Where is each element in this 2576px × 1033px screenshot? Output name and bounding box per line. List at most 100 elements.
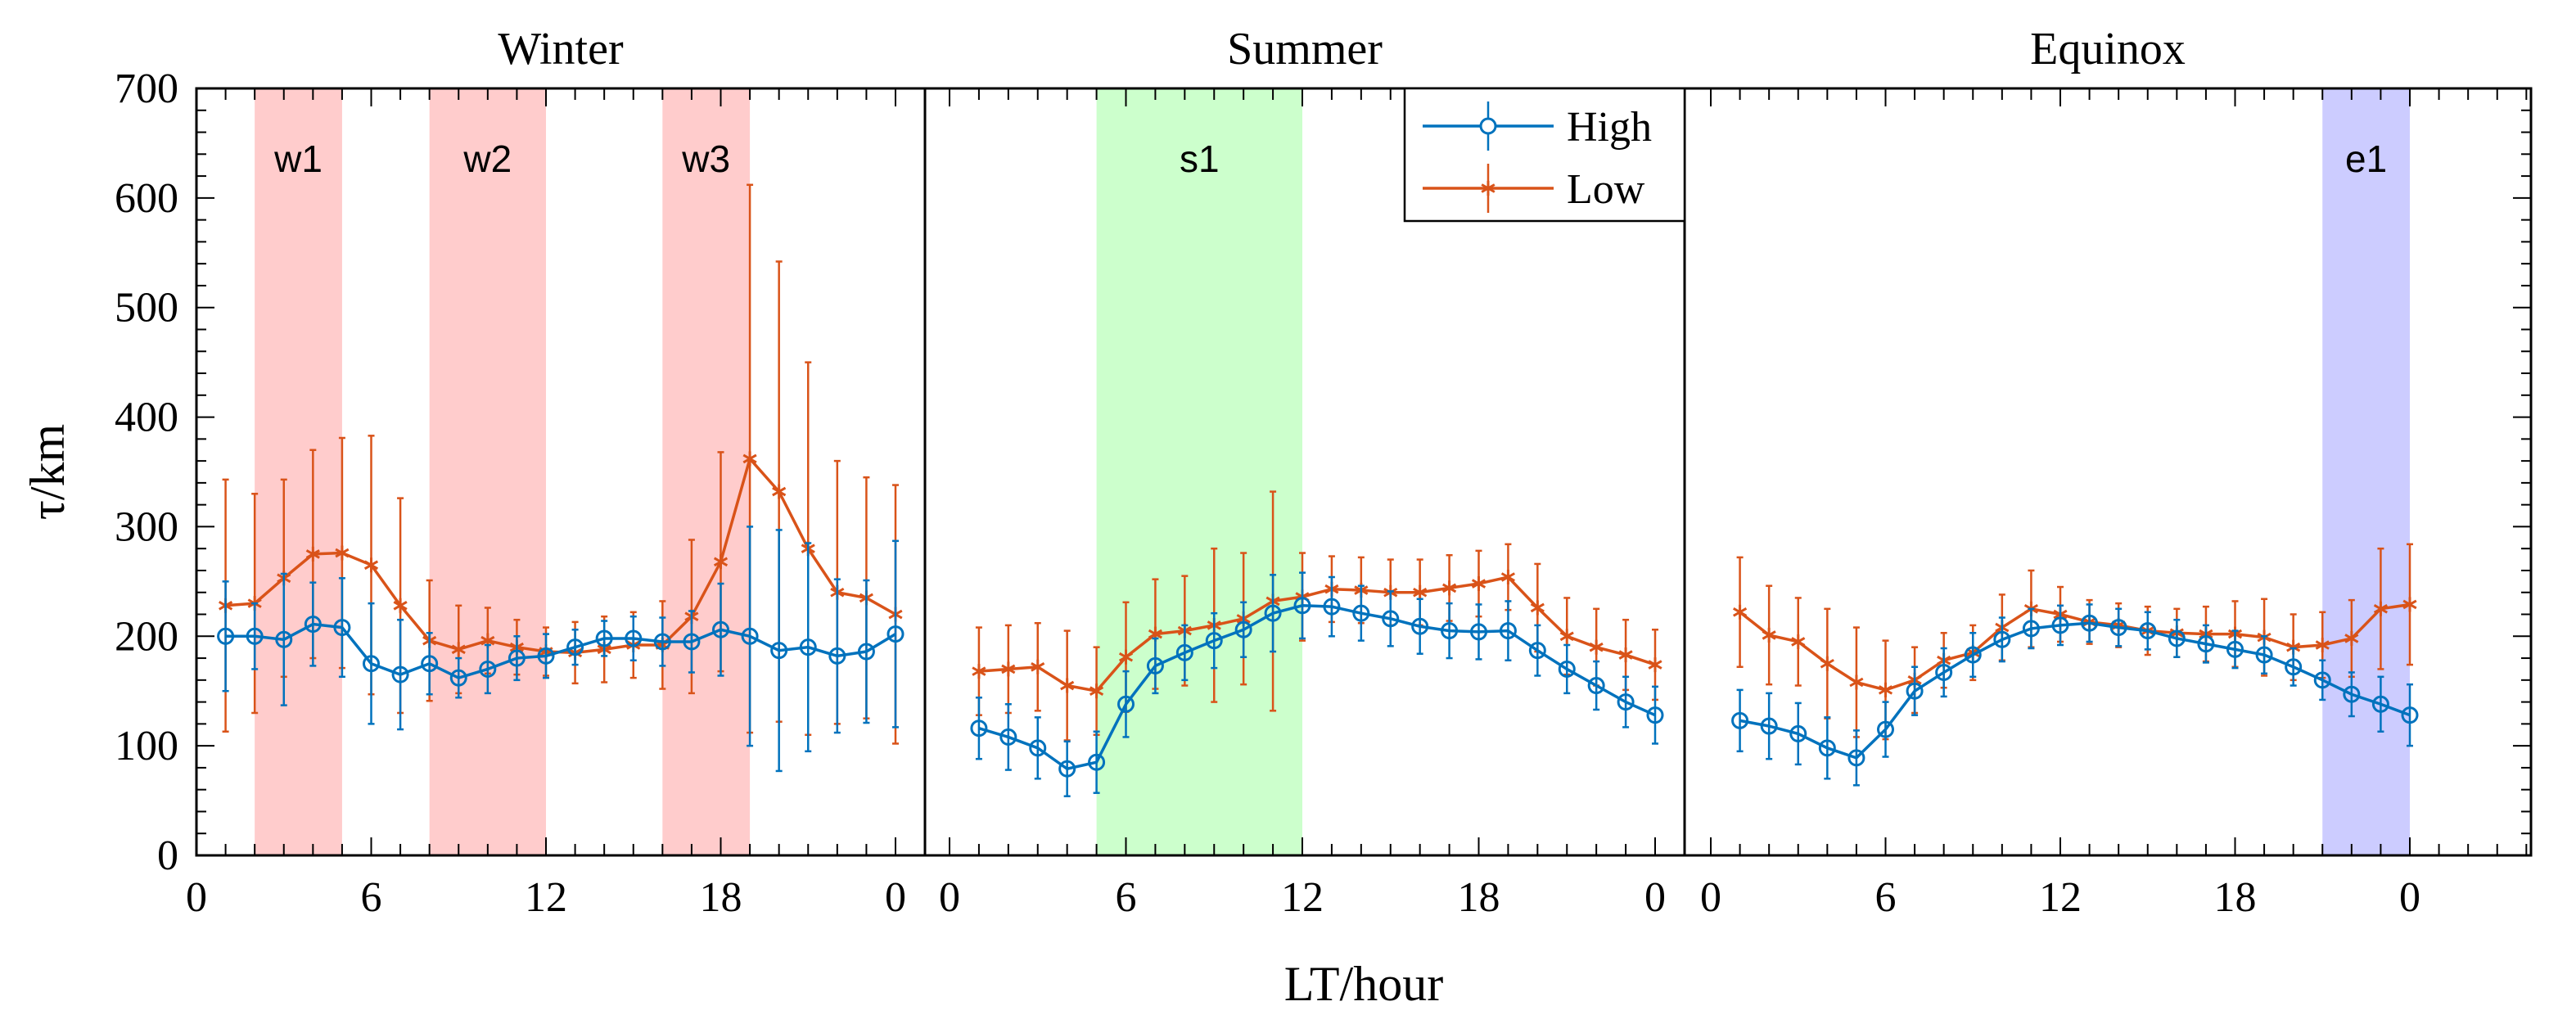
- asterisk-stroke: [2286, 642, 2301, 652]
- legend-marker-low: [1481, 181, 1496, 196]
- data-point-high: [2226, 640, 2244, 658]
- data-point-high: [1528, 642, 1546, 660]
- data-point-high: [1847, 749, 1865, 767]
- data-point-high: [1818, 739, 1836, 757]
- data-point-low: [1001, 661, 1016, 677]
- data-point-high: [799, 638, 817, 656]
- data-point-high: [2139, 622, 2157, 640]
- asterisk-stroke: [742, 453, 757, 464]
- data-point-high: [2109, 619, 2127, 637]
- series-line-high: [1739, 621, 2411, 760]
- asterisk-stroke: [1849, 677, 1864, 688]
- asterisk-stroke: [1618, 650, 1633, 660]
- data-point-high: [2343, 685, 2361, 703]
- data-point-high: [1205, 632, 1223, 650]
- data-point-low: [1500, 570, 1515, 585]
- legend-label-low: Low: [1567, 166, 1645, 213]
- data-point-high: [479, 660, 497, 678]
- y-tick-label: 300: [115, 503, 178, 550]
- data-point-high: [1382, 610, 1400, 628]
- data-point-high: [1499, 622, 1517, 640]
- data-point-high: [770, 642, 788, 660]
- x-tick-label: 12: [525, 874, 567, 921]
- data-point-low: [1618, 647, 1633, 663]
- data-point-high: [857, 643, 875, 661]
- band-s1: [1096, 88, 1302, 855]
- data-point-high: [595, 629, 613, 647]
- data-point-high: [1175, 643, 1193, 661]
- data-point-high: [1617, 693, 1635, 711]
- y-tick-label: 400: [115, 395, 178, 441]
- asterisk-stroke: [1481, 183, 1496, 193]
- asterisk-stroke: [1820, 658, 1834, 669]
- data-point-high: [421, 655, 439, 673]
- data-point-high: [1877, 720, 1894, 738]
- data-point-high: [1088, 753, 1106, 771]
- asterisk-stroke: [2315, 640, 2330, 650]
- data-point-high: [683, 633, 701, 651]
- data-point-low: [2344, 630, 2359, 646]
- data-point-low: [1878, 682, 1893, 697]
- data-point-high: [1029, 739, 1047, 757]
- data-point-high: [1234, 620, 1252, 638]
- asterisk-stroke: [393, 601, 408, 611]
- data-point-low: [713, 554, 729, 570]
- axes-layer: [195, 87, 2533, 857]
- x-tick-label: 0: [885, 874, 906, 921]
- data-point-high: [566, 638, 584, 656]
- data-point-high: [2401, 706, 2419, 724]
- asterisk-stroke: [1648, 660, 1662, 670]
- series-line-low: [1739, 602, 2411, 692]
- data-point-high: [333, 619, 351, 637]
- data-point-high: [1411, 617, 1429, 635]
- data-point-high: [1441, 622, 1459, 640]
- data-point-high: [1323, 598, 1341, 616]
- asterisk-stroke: [335, 548, 350, 558]
- x-tick-label: 6: [361, 874, 382, 921]
- asterisk-stroke: [305, 549, 320, 559]
- x-axis-title: LT/hour: [1284, 957, 1443, 1011]
- data-point-low: [1648, 657, 1662, 673]
- data-point-high: [2371, 695, 2389, 713]
- data-point-high: [275, 630, 293, 648]
- data-point-low: [1820, 656, 1834, 671]
- asterisk-stroke: [1559, 631, 1574, 642]
- band-w3: [662, 88, 751, 855]
- asterisk-stroke: [772, 486, 787, 497]
- asterisk-stroke: [2344, 634, 2359, 643]
- asterisk-stroke: [1148, 629, 1162, 639]
- y-tick-label: 700: [115, 65, 178, 112]
- band-w1: [255, 88, 342, 855]
- data-point-high: [1293, 597, 1311, 615]
- data-point-high: [391, 665, 409, 683]
- x-tick-label: 18: [700, 874, 742, 921]
- asterisk-stroke: [451, 644, 466, 655]
- band-label-w3: w3: [681, 138, 730, 180]
- series-line-high: [978, 604, 1656, 771]
- asterisk-stroke: [1413, 587, 1428, 598]
- data-point-low: [393, 598, 408, 613]
- data-point-high: [1352, 604, 1370, 622]
- data-point-high: [2313, 671, 2331, 689]
- data-point-low: [2315, 637, 2330, 652]
- asterisk-stroke: [713, 557, 729, 567]
- data-point-high: [2285, 658, 2303, 676]
- x-tick-label: 6: [1116, 874, 1137, 921]
- bands-layer: [255, 88, 2410, 855]
- asterisk-stroke: [1733, 607, 1748, 617]
- data-point-high: [886, 625, 905, 643]
- data-point-low: [1471, 576, 1487, 592]
- x-tick-label: 0: [2399, 874, 2420, 921]
- data-point-low: [1589, 639, 1604, 655]
- data-point-low: [1791, 634, 1806, 649]
- asterisk-stroke: [1442, 583, 1457, 593]
- band-label-w1: w1: [273, 138, 323, 180]
- data-point-low: [363, 557, 379, 573]
- data-point-high: [217, 627, 235, 645]
- data-point-low: [1060, 678, 1075, 693]
- data-point-high: [246, 627, 264, 645]
- y-tick-label: 500: [115, 285, 178, 332]
- x-tick-label: 12: [2039, 874, 2082, 921]
- x-tick-label: 18: [2214, 874, 2257, 921]
